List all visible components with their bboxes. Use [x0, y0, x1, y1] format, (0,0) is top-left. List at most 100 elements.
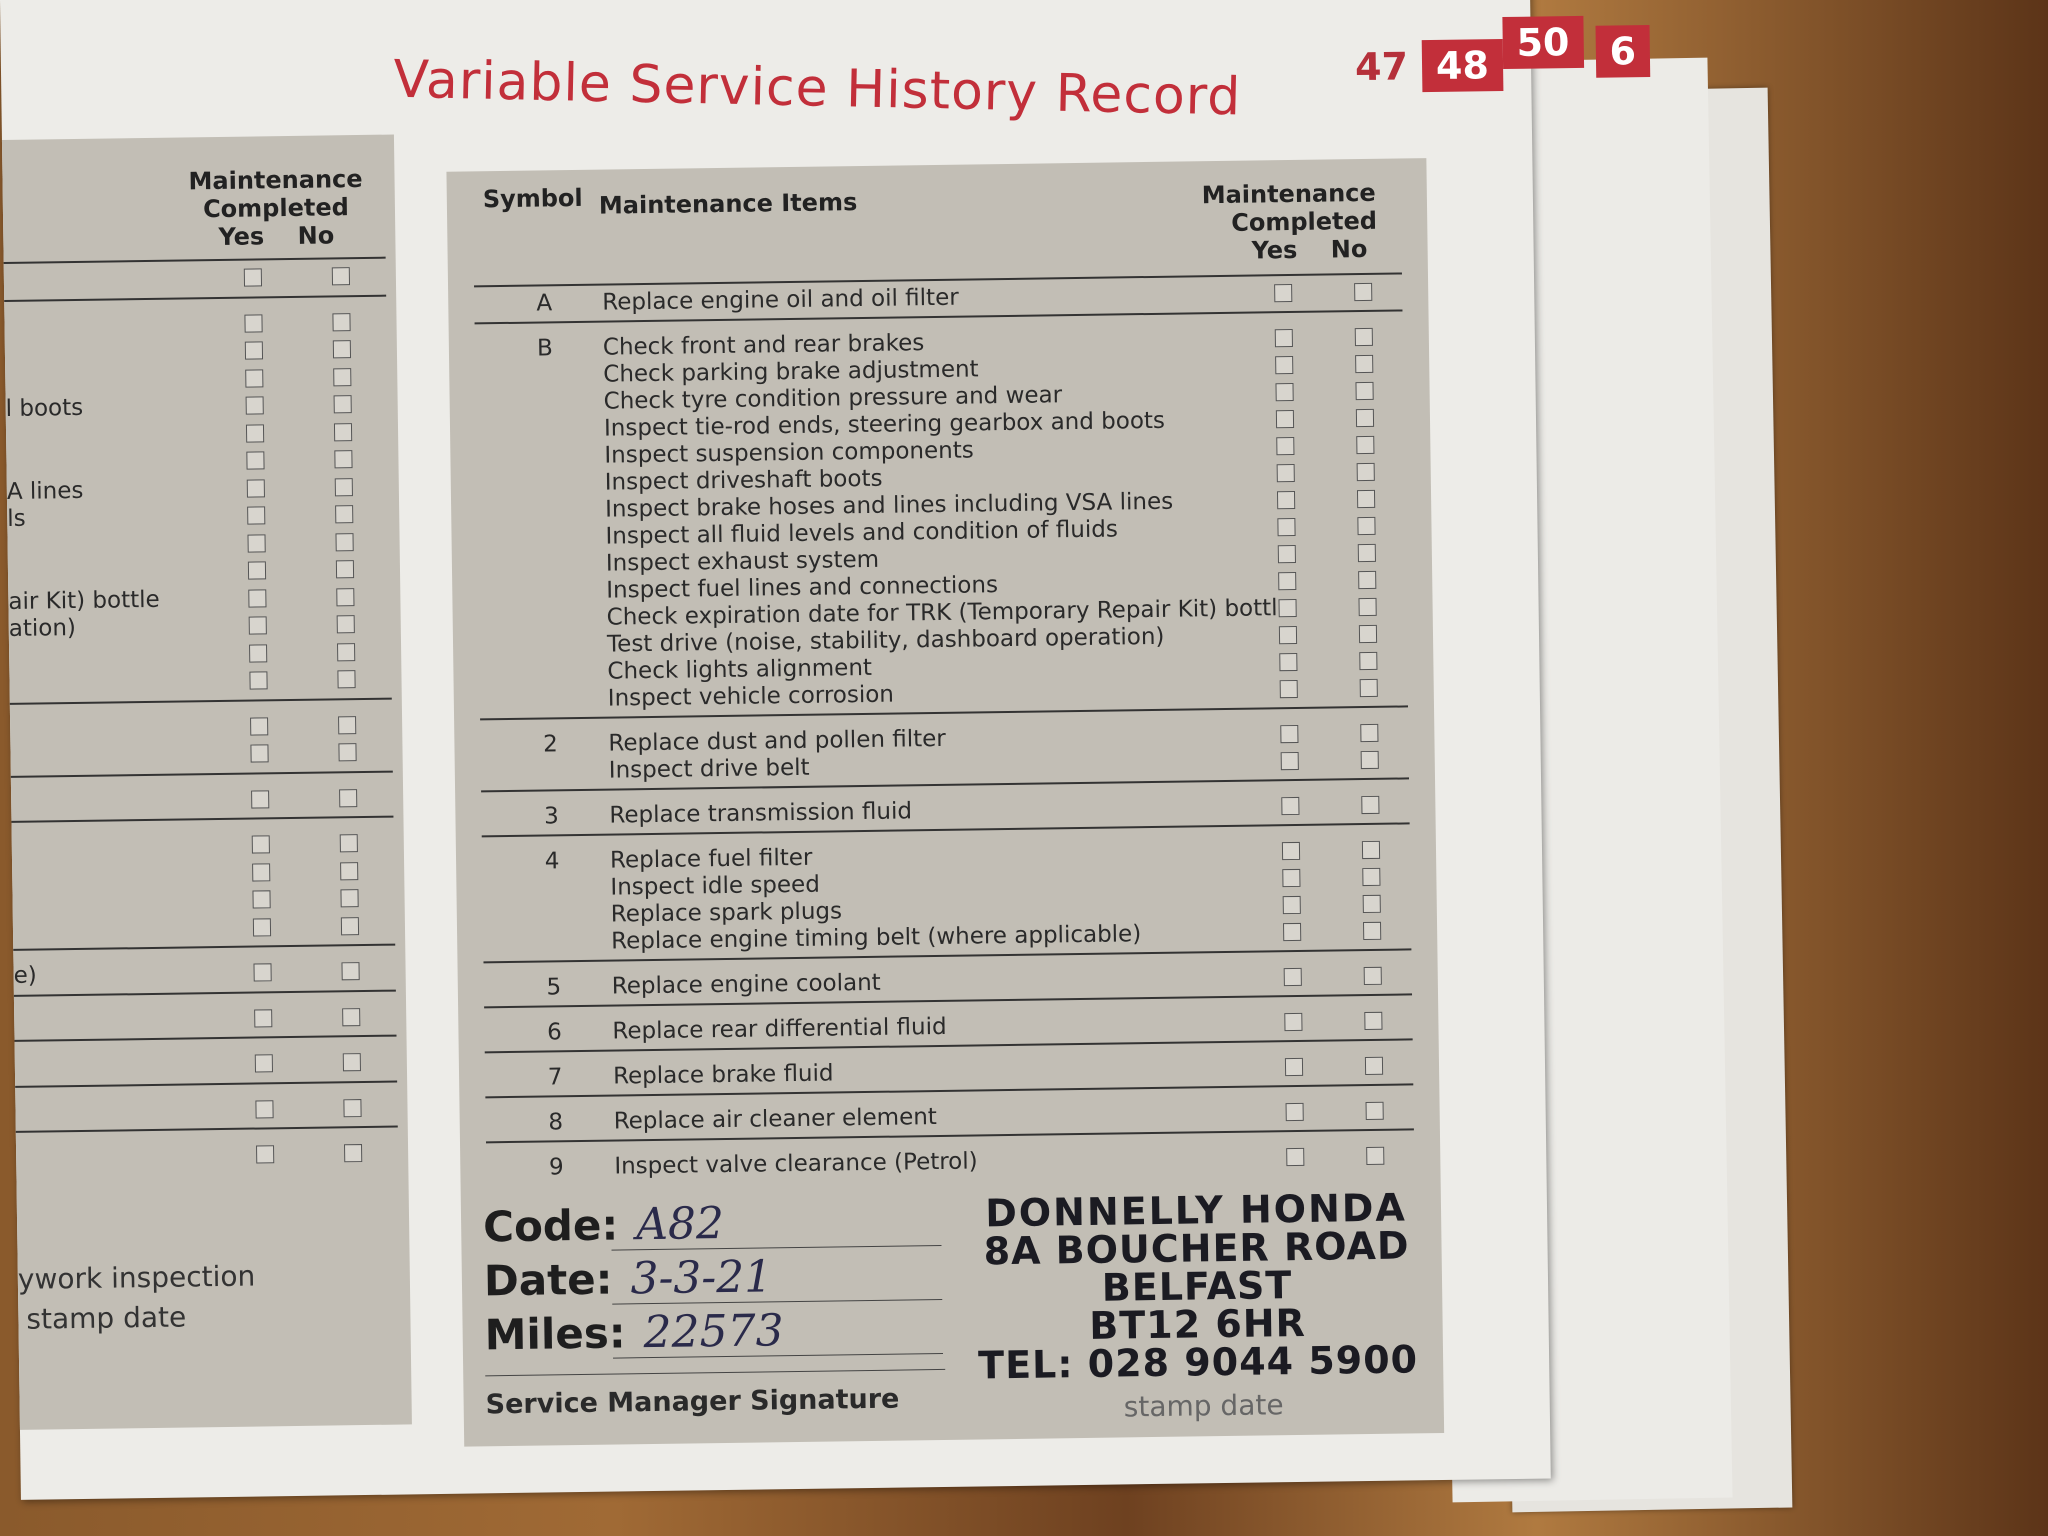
- no-checkbox[interactable]: [1363, 921, 1382, 941]
- yes-checkbox[interactable]: [256, 1145, 275, 1164]
- no-checkbox[interactable]: [342, 1007, 361, 1026]
- no-checkbox[interactable]: [336, 615, 355, 634]
- yes-checkbox[interactable]: [243, 268, 263, 287]
- no-checkbox[interactable]: [1355, 354, 1374, 374]
- yes-checkbox[interactable]: [245, 396, 264, 415]
- no-checkbox[interactable]: [332, 340, 352, 359]
- yes-checkbox[interactable]: [245, 423, 265, 443]
- no-checkbox[interactable]: [1364, 1011, 1383, 1031]
- no-checkbox[interactable]: [340, 861, 359, 880]
- yes-checkbox[interactable]: [1279, 679, 1298, 699]
- no-checkbox[interactable]: [1355, 381, 1374, 401]
- no-checkbox[interactable]: [344, 1144, 363, 1163]
- yes-checkbox[interactable]: [247, 561, 267, 580]
- no-checkbox[interactable]: [1354, 327, 1373, 347]
- yes-checkbox[interactable]: [250, 716, 269, 736]
- yes-checkbox[interactable]: [1275, 409, 1295, 429]
- yes-checkbox[interactable]: [1286, 1147, 1305, 1167]
- yes-checkbox[interactable]: [1282, 895, 1301, 915]
- yes-checkbox[interactable]: [245, 368, 264, 388]
- no-checkbox[interactable]: [1361, 840, 1381, 860]
- yes-checkbox[interactable]: [251, 789, 270, 809]
- yes-checkbox[interactable]: [1282, 868, 1301, 888]
- yes-checkbox[interactable]: [248, 616, 267, 635]
- yes-checkbox[interactable]: [1280, 724, 1299, 744]
- yes-checkbox[interactable]: [254, 1054, 273, 1073]
- no-checkbox[interactable]: [1356, 462, 1375, 482]
- no-checkbox[interactable]: [332, 312, 351, 331]
- yes-checkbox[interactable]: [252, 890, 271, 909]
- yes-checkbox[interactable]: [1274, 328, 1293, 348]
- no-checkbox[interactable]: [335, 505, 354, 524]
- yes-checkbox[interactable]: [1278, 598, 1297, 618]
- no-checkbox[interactable]: [1362, 894, 1381, 914]
- yes-checkbox[interactable]: [1278, 571, 1297, 591]
- no-checkbox[interactable]: [333, 367, 352, 386]
- no-checkbox[interactable]: [1361, 795, 1380, 815]
- yes-checkbox[interactable]: [249, 643, 268, 663]
- yes-checkbox[interactable]: [1276, 490, 1296, 510]
- yes-checkbox[interactable]: [1283, 922, 1302, 942]
- no-checkbox[interactable]: [1354, 282, 1373, 302]
- page-tab-48[interactable]: 48: [1421, 39, 1504, 93]
- page-tab-47[interactable]: 47: [1354, 44, 1409, 90]
- no-checkbox[interactable]: [1366, 1146, 1385, 1166]
- page-tab-6[interactable]: 6: [1595, 24, 1651, 78]
- yes-checkbox[interactable]: [1281, 841, 1301, 861]
- yes-checkbox[interactable]: [255, 1099, 274, 1119]
- no-checkbox[interactable]: [335, 532, 354, 551]
- miles-field[interactable]: Miles: 22573: [484, 1305, 784, 1360]
- yes-checkbox[interactable]: [247, 533, 266, 553]
- yes-checkbox[interactable]: [1276, 436, 1295, 456]
- no-checkbox[interactable]: [336, 587, 355, 606]
- no-checkbox[interactable]: [1355, 408, 1375, 428]
- yes-checkbox[interactable]: [246, 451, 265, 470]
- no-checkbox[interactable]: [1365, 1101, 1384, 1121]
- no-checkbox[interactable]: [1364, 1056, 1384, 1076]
- code-field[interactable]: Code: A82: [483, 1198, 724, 1252]
- yes-checkbox[interactable]: [1274, 283, 1293, 303]
- no-checkbox[interactable]: [333, 395, 352, 414]
- date-field[interactable]: Date: 3-3-21: [484, 1251, 773, 1306]
- no-checkbox[interactable]: [1360, 723, 1379, 743]
- no-checkbox[interactable]: [1362, 867, 1381, 887]
- yes-checkbox[interactable]: [252, 862, 271, 882]
- yes-checkbox[interactable]: [1280, 751, 1299, 771]
- no-checkbox[interactable]: [335, 560, 355, 579]
- no-checkbox[interactable]: [339, 834, 358, 853]
- page-tab-50[interactable]: 50: [1502, 15, 1584, 70]
- no-checkbox[interactable]: [1356, 489, 1376, 509]
- no-checkbox[interactable]: [1363, 966, 1382, 986]
- yes-checkbox[interactable]: [250, 744, 269, 763]
- yes-checkbox[interactable]: [244, 341, 264, 360]
- no-checkbox[interactable]: [337, 670, 356, 689]
- yes-checkbox[interactable]: [1285, 1102, 1304, 1122]
- no-checkbox[interactable]: [341, 962, 360, 981]
- no-checkbox[interactable]: [331, 267, 351, 286]
- yes-checkbox[interactable]: [254, 1008, 273, 1028]
- yes-checkbox[interactable]: [1283, 967, 1302, 987]
- no-checkbox[interactable]: [340, 916, 360, 935]
- no-checkbox[interactable]: [333, 422, 353, 441]
- no-checkbox[interactable]: [334, 477, 353, 496]
- yes-checkbox[interactable]: [1275, 355, 1294, 375]
- yes-checkbox[interactable]: [1277, 544, 1296, 564]
- yes-checkbox[interactable]: [249, 671, 268, 690]
- yes-checkbox[interactable]: [252, 917, 272, 937]
- no-checkbox[interactable]: [1359, 678, 1378, 698]
- yes-checkbox[interactable]: [244, 313, 263, 333]
- yes-checkbox[interactable]: [253, 963, 272, 982]
- no-checkbox[interactable]: [1358, 624, 1378, 644]
- no-checkbox[interactable]: [342, 1053, 361, 1072]
- no-checkbox[interactable]: [1359, 651, 1378, 671]
- no-checkbox[interactable]: [1356, 435, 1375, 455]
- yes-checkbox[interactable]: [1277, 517, 1296, 537]
- yes-checkbox[interactable]: [1276, 463, 1295, 483]
- yes-checkbox[interactable]: [1284, 1057, 1304, 1077]
- yes-checkbox[interactable]: [1278, 625, 1298, 645]
- yes-checkbox[interactable]: [251, 835, 270, 854]
- no-checkbox[interactable]: [339, 788, 358, 807]
- no-checkbox[interactable]: [343, 1098, 362, 1117]
- yes-checkbox[interactable]: [1281, 796, 1300, 816]
- yes-checkbox[interactable]: [1279, 652, 1298, 672]
